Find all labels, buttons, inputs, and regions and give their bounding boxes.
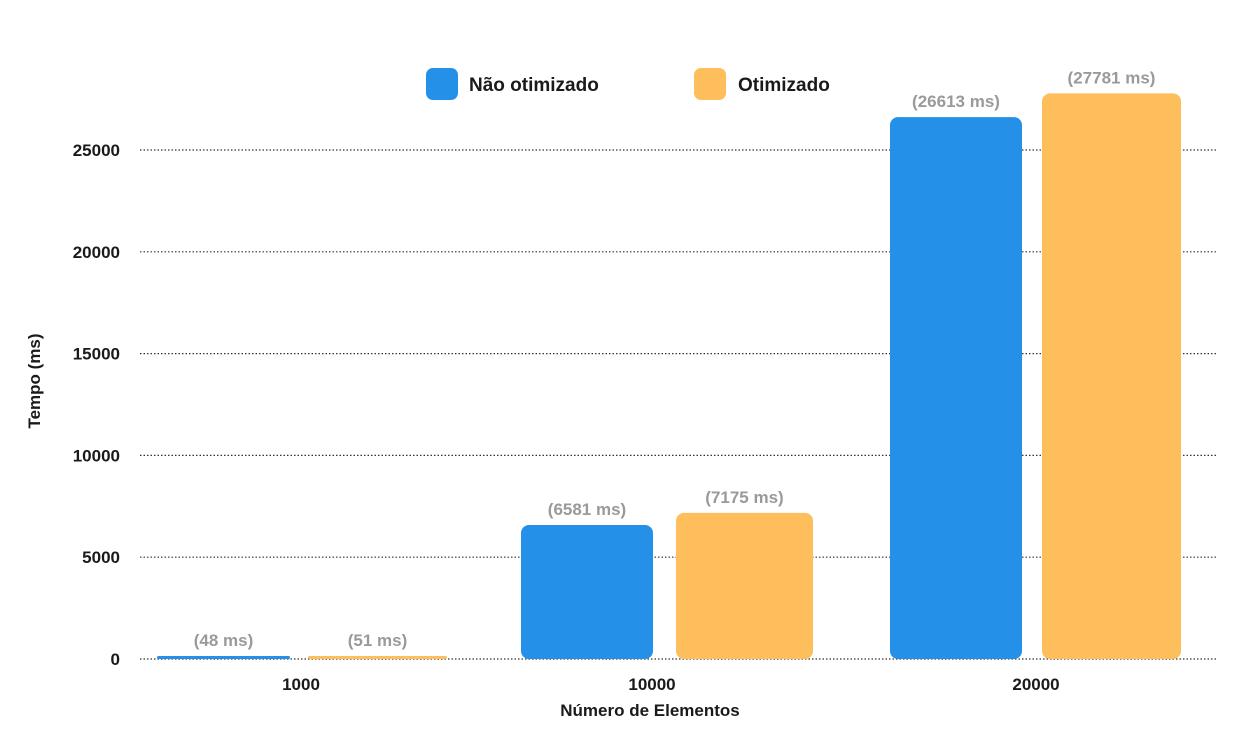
data-labels: (48 ms) (51 ms) (6581 ms) (7175 ms) (26613 m… — [194, 68, 1156, 650]
y-tick-label: 10000 — [73, 446, 120, 465]
bar-nao-otimizado-10000 — [521, 525, 653, 659]
y-tick-label: 5000 — [82, 548, 120, 567]
legend-label-nao-otimizado: Não otimizado — [469, 75, 599, 96]
gridlines — [140, 149, 1217, 660]
y-tick-label: 25000 — [73, 141, 120, 160]
y-tick-label: 15000 — [73, 345, 120, 364]
y-axis-title: Tempo (ms) — [25, 333, 44, 428]
data-label: (27781 ms) — [1068, 68, 1156, 87]
y-tick-label: 0 — [111, 650, 120, 669]
x-tick-label: 1000 — [282, 675, 320, 694]
legend-swatch-otimizado — [694, 68, 726, 100]
data-label: (6581 ms) — [548, 500, 626, 519]
data-label: (7175 ms) — [705, 488, 783, 507]
legend-label-otimizado: Otimizado — [738, 75, 830, 96]
x-axis-ticks: 1000 10000 20000 — [282, 675, 1060, 694]
legend-swatch-nao-otimizado — [426, 68, 458, 100]
bar-otimizado-10000 — [676, 512, 813, 659]
y-axis-ticks: 0 5000 10000 15000 20000 25000 — [73, 141, 120, 669]
bar-otimizado-20000 — [1042, 93, 1181, 659]
bar-nao-otimizado-20000 — [890, 117, 1022, 660]
legend: Não otimizado Otimizado — [426, 68, 830, 100]
bars — [157, 93, 1181, 660]
x-axis-title: Número de Elementos — [560, 701, 740, 720]
x-tick-label: 20000 — [1012, 675, 1059, 694]
x-tick-label: 10000 — [628, 675, 675, 694]
data-label: (48 ms) — [194, 631, 254, 650]
data-label: (26613 ms) — [912, 92, 1000, 111]
bar-nao-otimizado-1000 — [157, 656, 290, 659]
data-label: (51 ms) — [348, 631, 408, 650]
bar-otimizado-1000 — [308, 656, 447, 659]
y-tick-label: 20000 — [73, 243, 120, 262]
